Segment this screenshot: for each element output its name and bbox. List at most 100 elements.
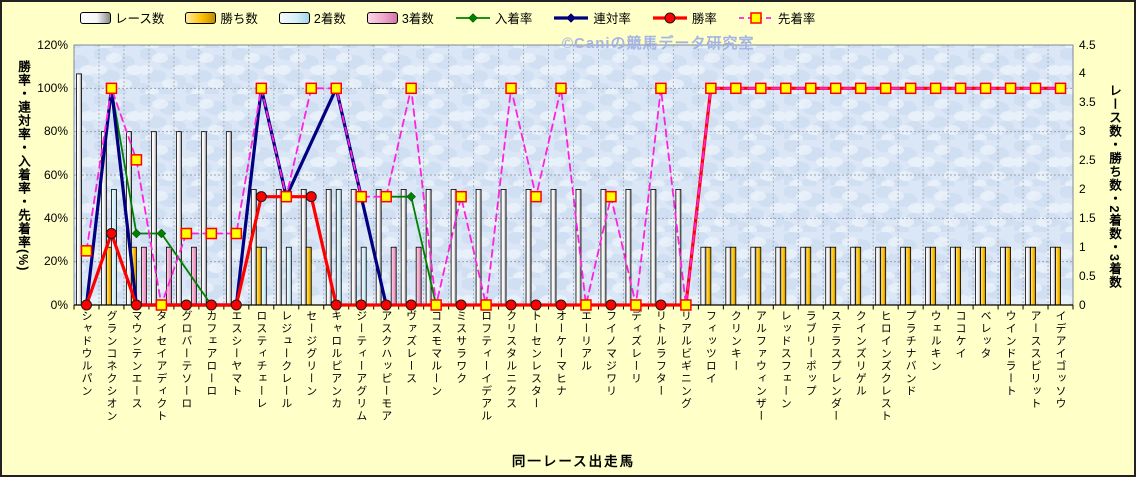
bar-races <box>650 189 657 306</box>
legend-label: 入着率 <box>494 12 533 26</box>
bar-races <box>550 189 557 306</box>
x-label: ラブリーポップ <box>804 310 817 398</box>
bar-races <box>925 246 932 306</box>
watermark: ©Caniの競馬データ研究室 <box>562 35 755 52</box>
bar-races <box>200 131 207 306</box>
x-label: コスモマルーン <box>429 310 442 398</box>
x-label: リトルラフター <box>654 310 667 398</box>
x-label: ミスサラワク <box>454 310 467 385</box>
bar-wins <box>955 246 962 306</box>
bar-wins <box>905 246 912 306</box>
x-label: リアルビギニング <box>679 310 692 410</box>
x-label: ウインドラート <box>1004 310 1017 398</box>
bar-races <box>400 189 407 306</box>
bar-races <box>325 189 332 306</box>
bar-wins <box>930 246 937 306</box>
bar-thirds <box>390 246 397 306</box>
y-right-tick: 4 <box>1079 66 1086 81</box>
x-label: ベレッタ <box>979 310 992 360</box>
bar-races <box>225 131 232 306</box>
legend-label: 勝ち数 <box>220 12 258 26</box>
bar-races <box>151 131 157 306</box>
legend-label: 先着率 <box>777 12 816 26</box>
legend-item-thirds: 3着数 <box>366 8 434 27</box>
x-label: ヒロインズクレスト <box>879 310 892 423</box>
x-label: ロスティチェーレ <box>254 310 267 410</box>
bar-wins <box>1030 246 1036 306</box>
bar-wins <box>255 246 262 306</box>
x-label: ディズレーリ <box>629 310 642 385</box>
bar-races <box>875 246 882 306</box>
bar-races <box>600 189 607 306</box>
bar-wins <box>805 246 812 306</box>
y-left-tick: 40% <box>43 210 68 225</box>
bar-races <box>450 189 457 306</box>
x-label: ステラスプレンダー <box>829 310 842 423</box>
x-label: マウンテンエース <box>129 310 142 410</box>
bars-races <box>76 73 1056 306</box>
legend-label: 連対率 <box>593 12 631 26</box>
y-axis-title-right: レース数・勝ち数・2着数・3着数 <box>1107 84 1121 289</box>
bar-races <box>1050 246 1056 306</box>
bar-races <box>700 246 707 306</box>
x-label: エーリアル <box>579 310 592 373</box>
x-label: グランコネクシオン <box>104 310 117 423</box>
x-label: オーケーマヒナ <box>554 310 567 398</box>
x-label: レッドスフェーン <box>779 310 792 410</box>
x-label: アーススピリット <box>1029 310 1042 410</box>
x-label: プラチナバンド <box>904 310 917 398</box>
legend-item-senchaku: 先着率 <box>738 8 816 27</box>
legend-item-rentai: 連対率 <box>553 8 631 27</box>
x-label: トーセンレスター <box>529 310 542 410</box>
x-label: アルファウィンザー <box>754 310 767 423</box>
x-label: ロフティーイデアル <box>479 310 492 423</box>
legend-item-races: レース数 <box>80 8 164 27</box>
bar-wins <box>730 246 737 306</box>
x-label: セージグリーン <box>304 310 317 398</box>
x-label: ジーティーアグリム <box>354 310 367 423</box>
legend-label: 3着数 <box>401 12 434 26</box>
y-left-tick: 20% <box>43 254 68 269</box>
bar-races <box>250 189 257 306</box>
bar-races <box>300 189 307 306</box>
x-label: イデアイゴッソウ <box>1054 310 1066 410</box>
bar-races <box>975 246 981 306</box>
bar-races <box>825 246 832 306</box>
bar-wins <box>705 246 712 306</box>
legend-item-shoritsu: 勝率 <box>652 8 717 27</box>
y-right-tick: 3 <box>1079 124 1086 139</box>
bar-seconds <box>360 246 367 306</box>
bar-races <box>950 246 957 306</box>
legend-item-seconds: 2着数 <box>278 8 346 27</box>
legend: レース数 勝ち数 2着数 3着数 入着率 連対率 勝率 先着率 <box>80 8 815 27</box>
y-right-tick: 1 <box>1079 239 1086 254</box>
bar-seconds <box>285 246 292 306</box>
bar-races <box>1025 246 1031 306</box>
line-senchaku <box>80 82 1067 311</box>
bar-wins <box>780 246 787 306</box>
bar-races <box>175 131 182 306</box>
bar-races <box>775 246 782 306</box>
x-label: クリンキー <box>729 310 742 373</box>
bar-seconds <box>260 246 267 306</box>
x-label: エスシーヤマト <box>229 310 242 398</box>
bar-wins <box>305 246 312 306</box>
bar-wins <box>855 246 862 306</box>
x-label: フィッツロイ <box>704 310 717 385</box>
bar-races <box>475 189 482 306</box>
y-right-tick: 2 <box>1079 181 1086 196</box>
bar-races <box>725 246 732 306</box>
bar-races <box>275 189 282 306</box>
bar-wins <box>880 246 887 306</box>
bar-wins <box>980 246 986 306</box>
bar-races <box>850 246 857 306</box>
x-label: タイセイアディクト <box>154 310 167 423</box>
y-right-tick: 3.5 <box>1079 95 1096 110</box>
legend-swatch-seconds-icon <box>278 11 310 24</box>
bar-thirds <box>141 246 147 306</box>
bar-seconds <box>335 189 342 306</box>
y-right-tick: 0.5 <box>1079 268 1096 283</box>
bar-races <box>900 246 907 306</box>
bar-wins <box>1005 246 1011 306</box>
